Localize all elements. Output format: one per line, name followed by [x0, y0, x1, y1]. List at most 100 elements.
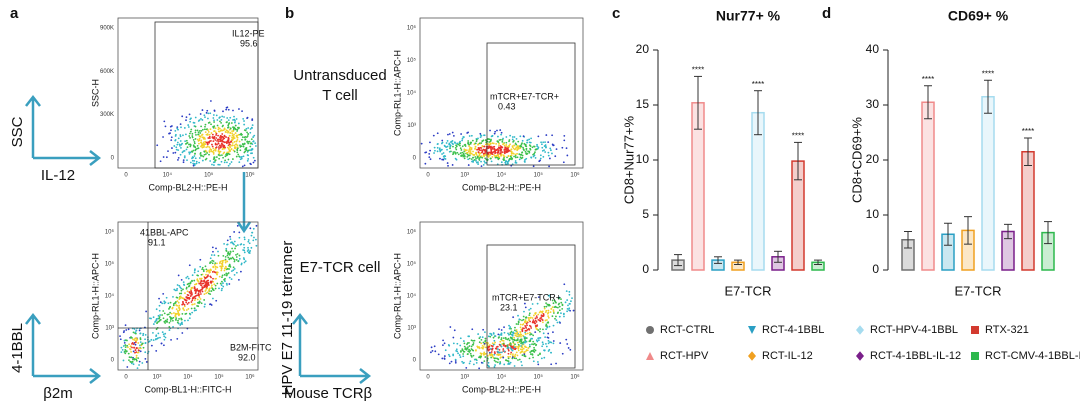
- event-dot: [505, 359, 508, 362]
- event-dot: [534, 331, 537, 334]
- event-dot: [524, 150, 527, 153]
- event-dot: [124, 352, 127, 355]
- event-dot: [487, 348, 489, 351]
- event-dot: [540, 318, 543, 320]
- event-dot: [139, 344, 141, 347]
- event-dot: [169, 311, 171, 314]
- event-dot: [506, 156, 508, 159]
- event-dot: [531, 303, 534, 305]
- event-dot: [181, 332, 184, 334]
- event-dot: [520, 338, 523, 341]
- tick-label: 300K: [100, 112, 114, 118]
- event-dot: [523, 161, 526, 163]
- event-dot: [191, 135, 194, 137]
- tick-label: 0: [111, 156, 115, 162]
- event-dot: [228, 265, 230, 267]
- event-dot: [135, 347, 138, 350]
- event-dot: [168, 325, 171, 328]
- event-dot: [482, 163, 485, 166]
- event-dot: [191, 297, 194, 300]
- event-dot: [487, 361, 490, 364]
- event-dot: [163, 120, 166, 123]
- event-dot: [555, 301, 557, 304]
- event-dot: [179, 297, 181, 300]
- event-dot: [462, 353, 465, 355]
- event-dot: [551, 315, 554, 318]
- event-dot: [502, 348, 505, 350]
- event-dot: [233, 240, 236, 243]
- event-dot: [183, 150, 186, 152]
- event-dot: [170, 139, 173, 141]
- event-dot: [459, 344, 462, 347]
- event-dot: [537, 135, 540, 138]
- side-label: E7-TCR cell: [300, 259, 381, 276]
- event-dot: [208, 121, 211, 124]
- event-dot: [243, 249, 246, 252]
- event-dot: [519, 135, 522, 138]
- event-dot: [132, 356, 134, 359]
- event-dot: [460, 350, 462, 352]
- event-dot: [529, 340, 532, 343]
- event-dot: [176, 321, 179, 324]
- event-dot: [201, 109, 204, 111]
- event-dot: [184, 292, 186, 295]
- event-dot: [175, 317, 178, 320]
- event-dot: [469, 352, 472, 355]
- event-dot: [229, 131, 232, 134]
- event-dot: [224, 255, 227, 258]
- event-dot: [177, 149, 180, 152]
- event-dot: [452, 336, 455, 339]
- event-dot: [190, 293, 193, 296]
- event-dot: [494, 155, 496, 157]
- event-dot: [528, 150, 531, 153]
- event-dot: [552, 342, 555, 345]
- event-dot: [177, 159, 179, 161]
- tick-label: 10⁵: [534, 172, 544, 179]
- y-tick-label: 40: [866, 42, 880, 56]
- event-dot: [221, 287, 223, 290]
- event-dot: [561, 146, 564, 149]
- event-dot: [240, 145, 243, 148]
- event-dot: [565, 290, 568, 293]
- event-dot: [467, 142, 470, 145]
- event-dot: [196, 129, 199, 132]
- event-dot: [552, 310, 555, 313]
- event-dot: [474, 147, 476, 150]
- event-dot: [212, 277, 214, 280]
- event-dot: [470, 141, 473, 144]
- event-dot: [507, 363, 510, 365]
- event-dot: [530, 333, 533, 336]
- event-dot: [126, 339, 128, 342]
- event-dot: [499, 343, 502, 346]
- event-dot: [507, 360, 510, 363]
- event-dot: [491, 348, 494, 351]
- event-dot: [448, 355, 451, 358]
- event-dot: [515, 351, 518, 354]
- event-dot: [196, 278, 199, 281]
- event-dot: [225, 136, 227, 138]
- event-dot: [211, 143, 213, 146]
- event-dot: [185, 133, 187, 136]
- event-dot: [242, 243, 245, 246]
- event-dot: [499, 362, 502, 365]
- event-dot: [462, 136, 465, 138]
- event-dot: [516, 354, 519, 357]
- event-dot: [157, 332, 160, 335]
- event-dot: [420, 142, 423, 145]
- event-dot: [176, 126, 179, 129]
- event-dot: [223, 243, 225, 245]
- event-dot: [490, 344, 493, 347]
- tick-label: 10⁵: [534, 374, 544, 381]
- event-dot: [497, 354, 500, 357]
- event-dot: [213, 125, 216, 128]
- event-dot: [210, 132, 213, 134]
- event-dot: [468, 345, 471, 347]
- event-dot: [194, 152, 196, 155]
- event-dot: [491, 355, 494, 357]
- event-dot: [566, 154, 569, 157]
- event-dot: [472, 349, 475, 352]
- event-dot: [222, 147, 225, 150]
- event-dot: [534, 319, 537, 322]
- event-dot: [488, 351, 491, 354]
- event-dot: [521, 154, 524, 157]
